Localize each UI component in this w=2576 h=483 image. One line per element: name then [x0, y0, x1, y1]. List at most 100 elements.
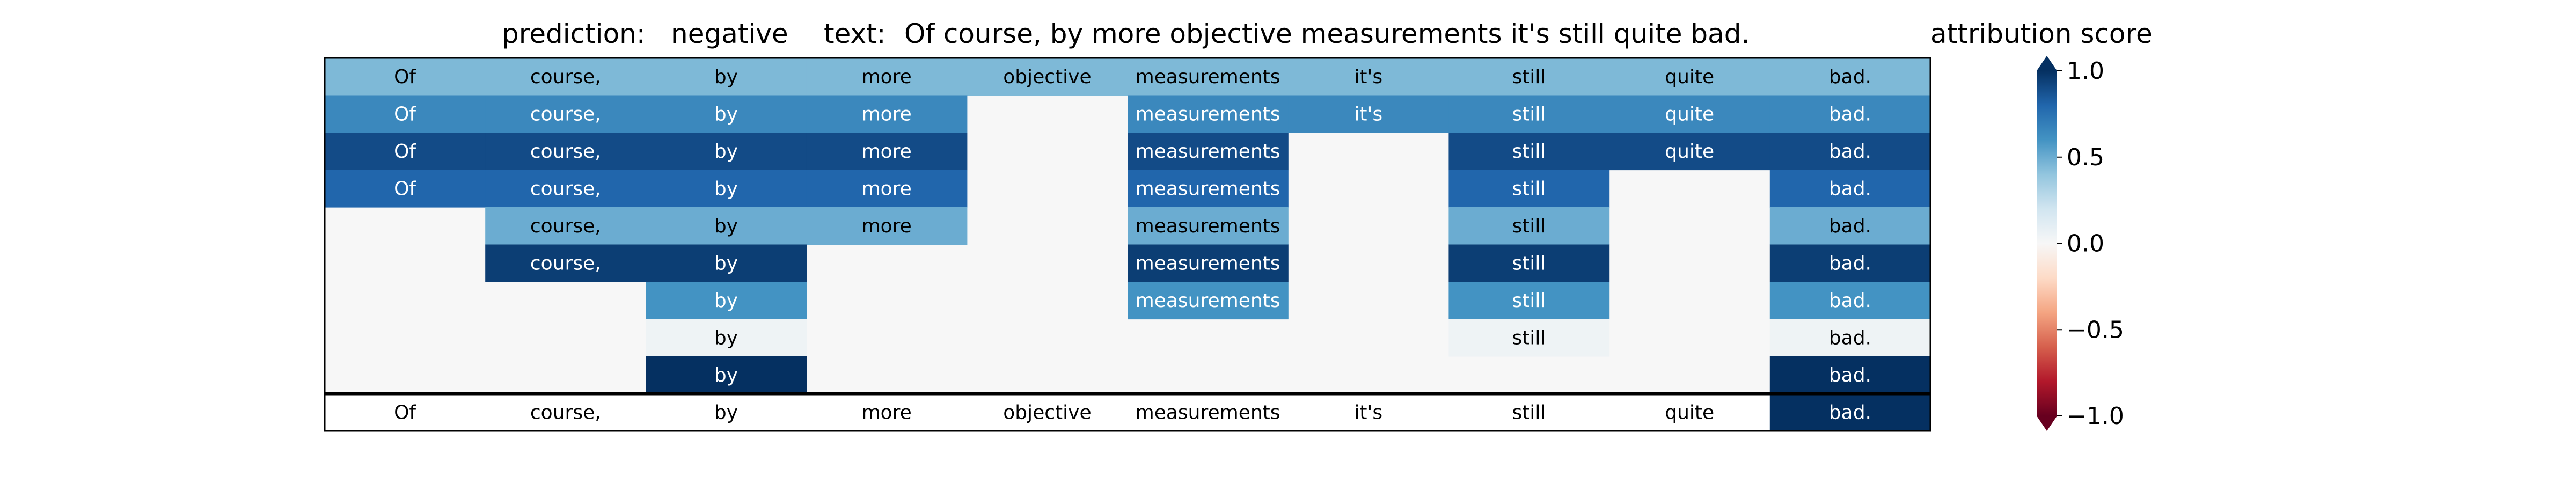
final-row-token-label: objective [1003, 401, 1091, 423]
final-row-cell [1769, 393, 1931, 431]
heatmap-cell [1448, 207, 1610, 245]
cell-token-label: more [862, 141, 912, 163]
cell-token-label: still [1512, 252, 1546, 274]
final-row-token-label: it's [1354, 401, 1382, 423]
heatmap-cell [646, 95, 807, 133]
cell-token-label: bad. [1829, 215, 1871, 237]
heatmap-cell [1769, 95, 1931, 133]
colorbar-tick-label: 0.5 [2067, 144, 2104, 171]
heatmap-cell [1288, 58, 1449, 96]
cell-token-label: measurements [1136, 141, 1280, 163]
heatmap-cell [967, 58, 1128, 96]
cell-token-label: more [862, 66, 912, 88]
heatmap-cell [1448, 319, 1610, 357]
cell-token-label: measurements [1136, 215, 1280, 237]
heatmap-cell [806, 170, 968, 208]
final-row-token-label: measurements [1136, 401, 1280, 423]
heatmap-cell [646, 207, 807, 245]
cell-token-label: Of [394, 178, 416, 200]
heatmap-cell [806, 133, 968, 171]
heatmap-cell [646, 133, 807, 171]
cell-token-label: measurements [1136, 252, 1280, 274]
cell-token-label: bad. [1829, 252, 1871, 274]
heatmap-cell [1769, 244, 1931, 282]
cell-token-label: Of [394, 141, 416, 163]
heatmap-cell [1448, 244, 1610, 282]
cell-token-label: Of [394, 103, 416, 125]
cell-token-label: still [1512, 178, 1546, 200]
cell-token-label: measurements [1136, 103, 1280, 125]
heatmap-cell [646, 244, 807, 282]
heatmap-cell [485, 170, 646, 208]
heatmap-cell [485, 58, 646, 96]
cell-token-label: it's [1354, 103, 1382, 125]
heatmap-cell [1609, 58, 1770, 96]
heatmap-cell [1128, 133, 1289, 171]
cell-token-label: quite [1665, 103, 1714, 125]
cell-token-label: bad. [1829, 66, 1871, 88]
cell-token-label: Of [394, 66, 416, 88]
heatmap-cell [646, 58, 807, 96]
heatmap-cell [1448, 133, 1610, 171]
cell-token-label: still [1512, 141, 1546, 163]
colorbar-max-extend [2037, 56, 2057, 71]
cell-token-label: by [714, 178, 738, 200]
cell-token-label: bad. [1829, 327, 1871, 349]
heatmap-cell [485, 244, 646, 282]
cell-token-label: measurements [1136, 178, 1280, 200]
cell-token-label: measurements [1136, 290, 1280, 312]
text-value: Of course, by more objective measurement… [904, 18, 1750, 49]
cell-token-label: still [1512, 215, 1546, 237]
cell-token-label: course, [530, 252, 601, 274]
heatmap-cell [1128, 95, 1289, 133]
final-row-background [325, 393, 1930, 431]
final-attribution-row: Of course, by more objective measurements it's… [325, 393, 1931, 431]
heatmap-cell [1448, 58, 1610, 96]
final-row-token-label: bad. [1829, 401, 1871, 423]
heatmap-cell [806, 207, 968, 245]
text-label: text: [824, 18, 886, 49]
final-row-token-label: course, [530, 401, 601, 423]
heatmap-cell [1769, 170, 1931, 208]
cell-token-label: measurements [1136, 66, 1280, 88]
heatmap-cell [1769, 356, 1931, 394]
cell-token-label: still [1512, 290, 1546, 312]
final-row-token-label: more [862, 401, 912, 423]
heatmap-frame [324, 57, 1931, 432]
colorbar-label: attribution score [1930, 18, 2153, 49]
heatmap-cell [485, 133, 646, 171]
heatmap-cell [806, 58, 968, 96]
heatmap-cell [1128, 207, 1289, 245]
cell-token-label: by [714, 66, 738, 88]
heatmap-cell [1288, 95, 1449, 133]
heatmap-cell [1769, 58, 1931, 96]
heatmap-cell [1128, 58, 1289, 96]
heatmap-cell [1128, 282, 1289, 320]
prediction-value: negative [671, 18, 788, 49]
heatmap-cell [1448, 170, 1610, 208]
cell-token-label: quite [1665, 141, 1714, 163]
colorbar-tick-label: 0.0 [2067, 230, 2104, 258]
cell-token-label: quite [1665, 66, 1714, 88]
cell-token-label: bad. [1829, 290, 1871, 312]
heatmap-cell [325, 95, 486, 133]
colorbar-gradient [2037, 71, 2057, 416]
prediction-label: prediction: [502, 18, 646, 49]
heatmap-cell [646, 356, 807, 394]
cell-token-label: bad. [1829, 364, 1871, 386]
heatmap-cell [1769, 133, 1931, 171]
cell-token-label: still [1512, 103, 1546, 125]
final-row-token-label: still [1512, 401, 1546, 423]
heatmap-cell [1448, 95, 1610, 133]
cell-token-label: course, [530, 178, 601, 200]
cell-token-label: by [714, 103, 738, 125]
heatmap-cell [1769, 207, 1931, 245]
heatmap-cell [485, 95, 646, 133]
heatmap-cell [646, 282, 807, 320]
heatmap-cell [646, 319, 807, 357]
colorbar-min-extend [2037, 416, 2057, 431]
heatmap-cell [325, 58, 486, 96]
heatmap-cell [485, 207, 646, 245]
heatmap-border [324, 57, 1931, 432]
final-row-token-label: Of [394, 401, 416, 423]
